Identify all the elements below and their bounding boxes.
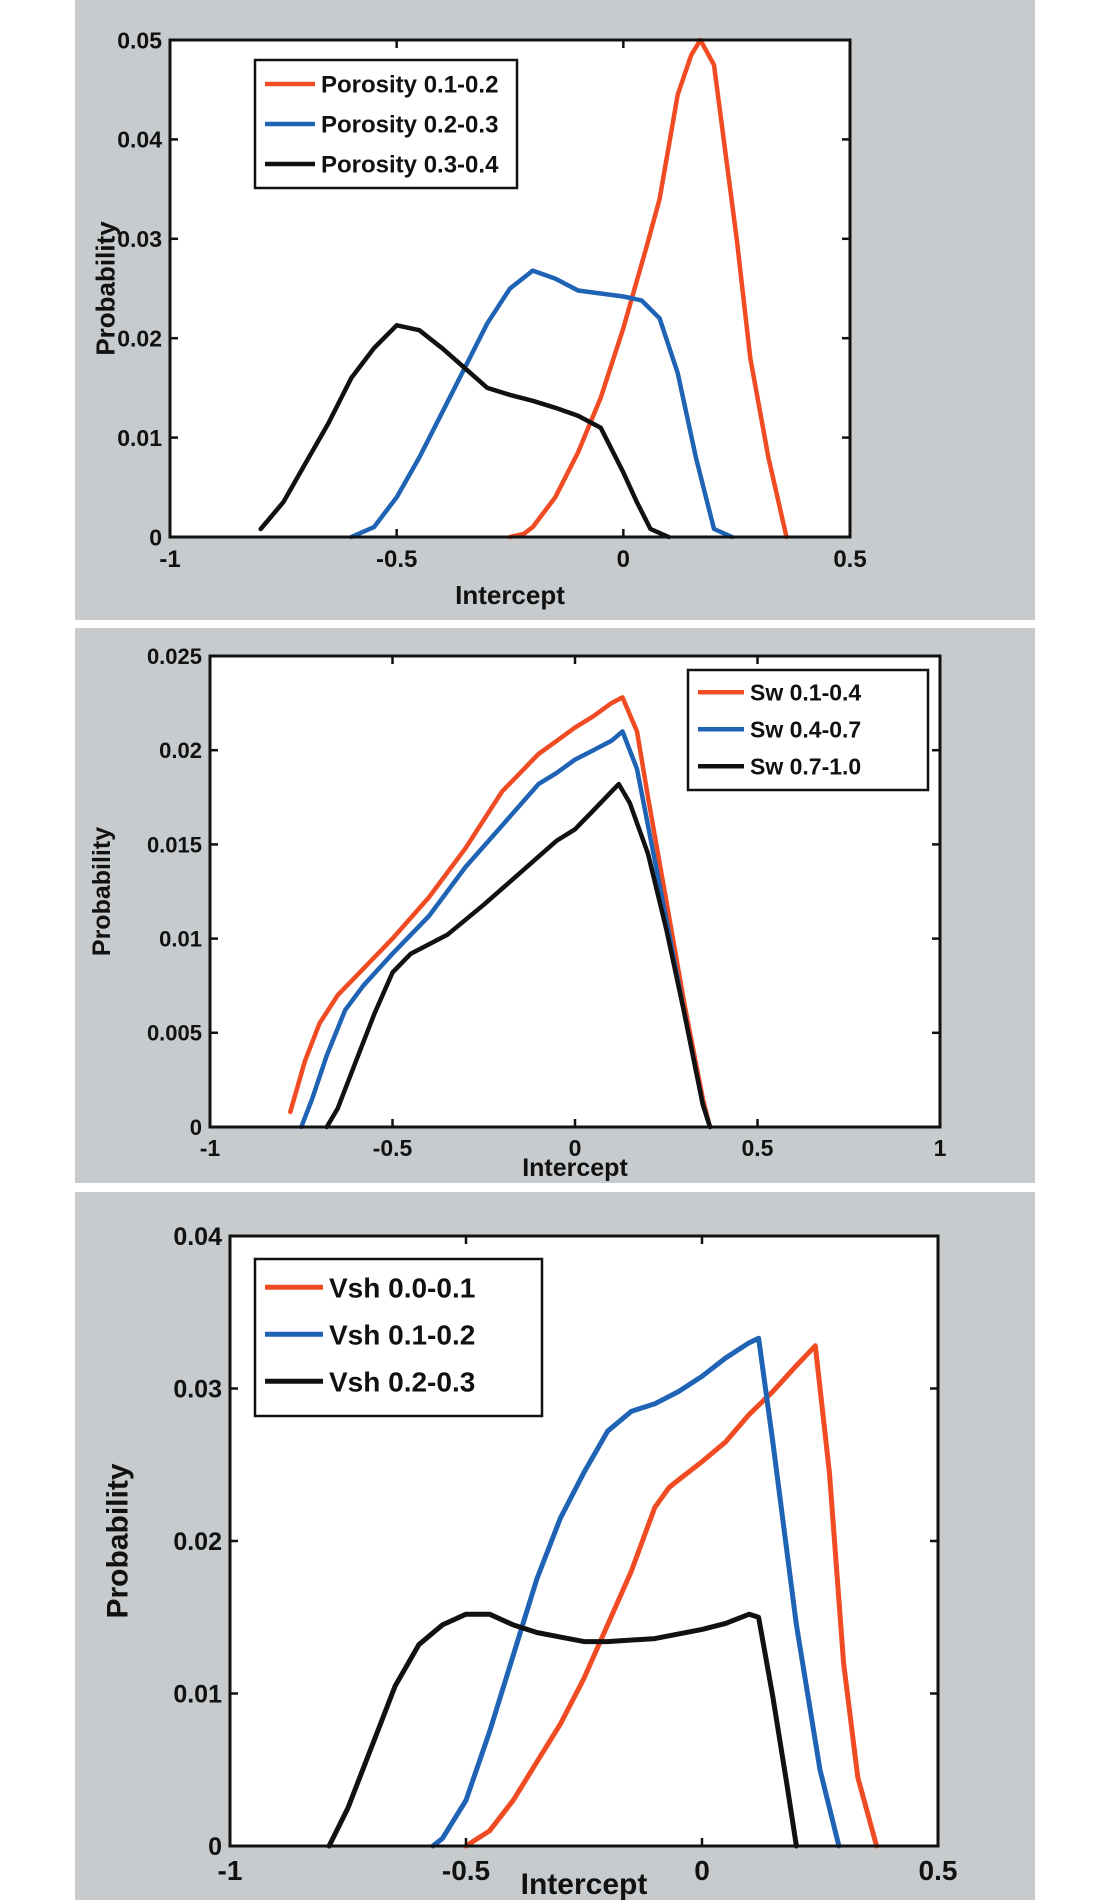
sw-chart: -1 -0.5 0 0.5 1 0 0.005 0.01 0.015 0.02 0.025 Inter… [88,644,947,1182]
legend-label-1: Vsh 0.0-0.1 [329,1272,475,1303]
y-tick-label: 0.005 [147,1021,202,1046]
x-axis-label: Intercept [522,1154,628,1182]
y-tick-label: 0.04 [117,127,162,153]
legend-label-1: Sw 0.1-0.4 [750,679,861,705]
legend-label-1: Porosity 0.1-0.2 [321,72,498,99]
series-line-porosity-1 [507,37,789,540]
legend-label-3: Vsh 0.2-0.3 [329,1366,475,1397]
series-line-porosity-2 [349,268,735,540]
x-tick-label: -0.5 [442,1855,490,1886]
chart-panel-sw: -1 -0.5 0 0.5 1 0 0.005 0.01 0.015 0.02 0.025 Inter… [75,628,1035,1183]
legend-label-3: Porosity 0.3-0.4 [321,152,499,179]
x-tick-label: -1 [218,1855,243,1886]
x-tick-label: 0.5 [919,1855,958,1886]
y-tick-label: 0.01 [117,425,162,451]
x-axis-label: Intercept [521,1868,648,1900]
porosity-chart: -1 -0.5 0 0.5 0 0.01 0.02 0.03 0.04 0.05 Intercept… [91,27,867,610]
x-tick-label: 0 [694,1855,710,1886]
axes-frame [168,38,852,539]
x-tick-label: 0 [617,546,630,573]
series-line-sw-1 [288,695,713,1130]
x-tick-label: 0.5 [833,546,866,573]
legend: Porosity 0.1-0.2 Porosity 0.2-0.3 Porosity… [253,58,519,190]
series-line-sw-2 [299,729,713,1130]
y-tick-label: 0.01 [159,927,202,952]
y-tick-label: 0.04 [173,1223,222,1251]
y-tick-label: 0.05 [117,27,162,53]
y-axis-label: Probability [102,1463,135,1618]
y-tick-label: 0.015 [147,832,202,857]
x-tick-label: 0 [569,1135,582,1161]
y-tick-label: 0.01 [173,1681,222,1709]
x-tick-label: -0.5 [373,1135,413,1161]
x-axis-label: Intercept [455,580,565,610]
chart-panel-vsh: -1 -0.5 0 0.5 0 0.01 0.02 0.03 0.04 Intercept Prob… [75,1192,1035,1900]
x-tick-label: -0.5 [376,546,417,573]
legend-label-2: Porosity 0.2-0.3 [321,112,498,139]
y-tick-label: 0 [149,524,162,550]
y-tick-label: 0.02 [159,738,202,763]
y-tick-label: 0.02 [173,1528,222,1556]
series-line-sw-3 [324,781,713,1130]
y-axis-label: Probability [88,827,116,956]
x-tick-label: -1 [159,546,180,573]
y-tick-label: 0.03 [117,226,162,252]
x-tick-label: 1 [934,1135,947,1161]
legend-label-2: Vsh 0.1-0.2 [329,1319,475,1350]
legend: Sw 0.1-0.4 Sw 0.4-0.7 Sw 0.7-1.0 [686,668,930,792]
chart-panel-porosity: -1 -0.5 0 0.5 0 0.01 0.02 0.03 0.04 0.05 Intercept… [75,0,1035,620]
legend-box [253,58,519,190]
y-tick-label: 0.02 [117,325,162,351]
y-tick-label: 0.03 [173,1376,222,1404]
y-tick-label: 0 [190,1115,202,1140]
y-tick-label: 0 [208,1833,222,1861]
series-line-porosity-3 [258,323,671,540]
y-tick-label: 0.025 [147,644,202,669]
series-line-vsh-2 [430,1335,842,1849]
x-tick-label: -1 [200,1135,221,1161]
legend: Vsh 0.0-0.1 Vsh 0.1-0.2 Vsh 0.2-0.3 [253,1257,544,1418]
series-line-vsh-1 [463,1343,880,1849]
vsh-chart: -1 -0.5 0 0.5 0 0.01 0.02 0.03 0.04 Intercept Prob… [102,1223,958,1900]
x-tick-label: 0.5 [742,1135,774,1161]
y-axis-label: Probability [91,221,121,356]
legend-label-3: Sw 0.7-1.0 [750,753,861,779]
series-line-vsh-3 [326,1611,799,1849]
legend-label-2: Sw 0.4-0.7 [750,716,861,742]
